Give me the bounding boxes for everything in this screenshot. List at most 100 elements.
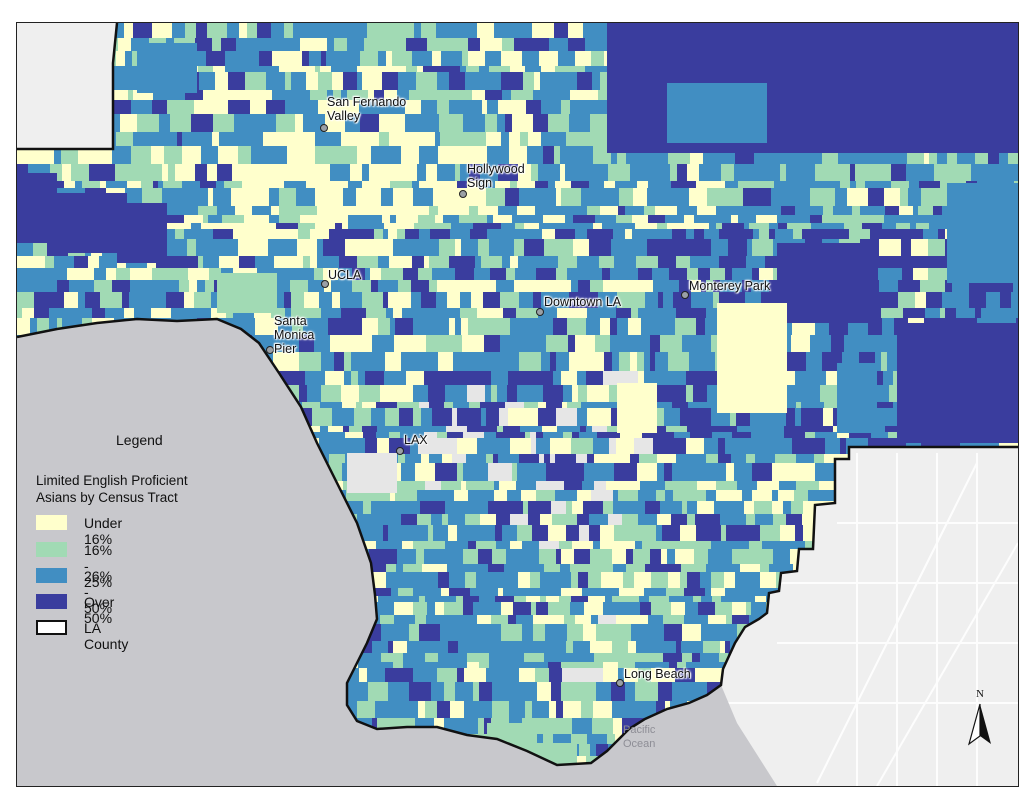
census-tract xyxy=(362,164,370,182)
census-tract xyxy=(635,662,652,669)
census-tract xyxy=(613,653,627,663)
place-dot-lax[interactable] xyxy=(396,447,404,455)
census-tract xyxy=(327,90,334,101)
census-tract xyxy=(875,308,882,319)
census-tract xyxy=(306,72,319,91)
north-arrow-icon xyxy=(967,703,991,746)
census-tract xyxy=(314,268,324,281)
census-tract xyxy=(170,114,192,133)
census-tract xyxy=(823,223,845,230)
census-tract xyxy=(789,426,807,433)
census-tract xyxy=(383,525,389,542)
place-dot-san-fernando[interactable] xyxy=(320,124,328,132)
census-tract xyxy=(481,541,497,550)
census-tract xyxy=(529,662,549,669)
census-tract xyxy=(250,100,267,115)
census-tract xyxy=(90,146,113,165)
census-tract xyxy=(655,615,664,625)
census-tract xyxy=(732,602,747,616)
census-tract xyxy=(467,615,478,625)
census-tract xyxy=(694,229,705,240)
census-tract xyxy=(467,385,486,403)
census-tract xyxy=(612,701,631,719)
place-dot-downtown[interactable] xyxy=(536,308,544,316)
census-tract xyxy=(543,215,566,224)
census-tract xyxy=(781,549,791,565)
census-tract xyxy=(277,239,298,257)
census-tract xyxy=(49,318,58,336)
census-tract xyxy=(400,206,422,216)
census-tract xyxy=(656,490,666,502)
census-tract xyxy=(217,164,223,182)
map-frame[interactable]: San Fernando Valley Hollywood Sign UCLA … xyxy=(16,22,1019,787)
census-tract xyxy=(472,352,479,372)
census-tract xyxy=(752,239,774,257)
census-tract xyxy=(487,229,502,240)
census-tract-large xyxy=(897,323,1018,443)
census-tract xyxy=(515,268,537,281)
census-tract xyxy=(555,181,572,189)
place-dot-long-beach[interactable] xyxy=(616,679,624,687)
census-tract xyxy=(503,588,514,597)
census-tract xyxy=(638,490,657,502)
census-tract xyxy=(588,132,608,147)
place-dot-santa-monica[interactable] xyxy=(266,346,274,354)
census-tract xyxy=(632,229,651,240)
census-tract xyxy=(481,408,487,427)
census-tract xyxy=(213,188,232,207)
census-tract xyxy=(349,23,356,39)
place-dot-ucla[interactable] xyxy=(321,280,329,288)
census-tract xyxy=(470,588,493,597)
census-tract xyxy=(116,51,126,67)
place-dot-hollywood[interactable] xyxy=(459,190,467,198)
census-tract xyxy=(582,146,594,165)
census-tract xyxy=(463,463,480,482)
choropleth-map[interactable] xyxy=(17,23,1018,786)
label-lax: LAX xyxy=(404,433,428,447)
census-tract xyxy=(903,308,926,319)
census-tract xyxy=(376,572,387,589)
census-tract xyxy=(380,239,394,257)
census-tract xyxy=(481,256,503,269)
census-tract xyxy=(661,588,667,597)
census-tract xyxy=(390,318,396,336)
place-dot-monterey-park[interactable] xyxy=(681,291,689,299)
census-tract xyxy=(762,188,772,207)
census-tract xyxy=(421,454,430,464)
census-tract xyxy=(711,572,725,589)
census-tract xyxy=(714,181,726,189)
census-tract xyxy=(310,90,328,101)
census-tract xyxy=(592,426,608,433)
census-tract xyxy=(658,426,667,433)
census-tract xyxy=(370,215,383,224)
census-tract xyxy=(519,188,538,207)
census-tract xyxy=(134,308,152,319)
census-tract xyxy=(345,114,361,133)
census-tract xyxy=(474,268,491,281)
census-tract xyxy=(392,501,406,515)
census-tract xyxy=(228,100,251,115)
census-tract xyxy=(563,463,585,482)
census-tract xyxy=(315,66,321,73)
census-tract xyxy=(631,463,638,482)
census-tract xyxy=(291,72,307,91)
census-tract xyxy=(509,132,521,147)
census-tract xyxy=(245,72,267,91)
census-tract xyxy=(437,164,456,182)
census-tract xyxy=(561,682,583,702)
census-tract xyxy=(608,164,631,182)
census-tract xyxy=(471,371,478,386)
census-tract xyxy=(534,653,545,663)
census-tract xyxy=(477,51,486,67)
census-tract xyxy=(899,206,914,216)
census-tract-large xyxy=(837,363,877,433)
census-tract xyxy=(290,90,311,101)
census-tract xyxy=(406,335,427,353)
census-tract xyxy=(684,490,707,502)
census-tract xyxy=(605,463,615,482)
census-tract xyxy=(728,239,748,257)
label-san-fernando: San Fernando Valley xyxy=(327,95,407,123)
census-tract xyxy=(401,514,418,526)
census-tract xyxy=(426,268,433,281)
census-tract xyxy=(581,701,594,719)
